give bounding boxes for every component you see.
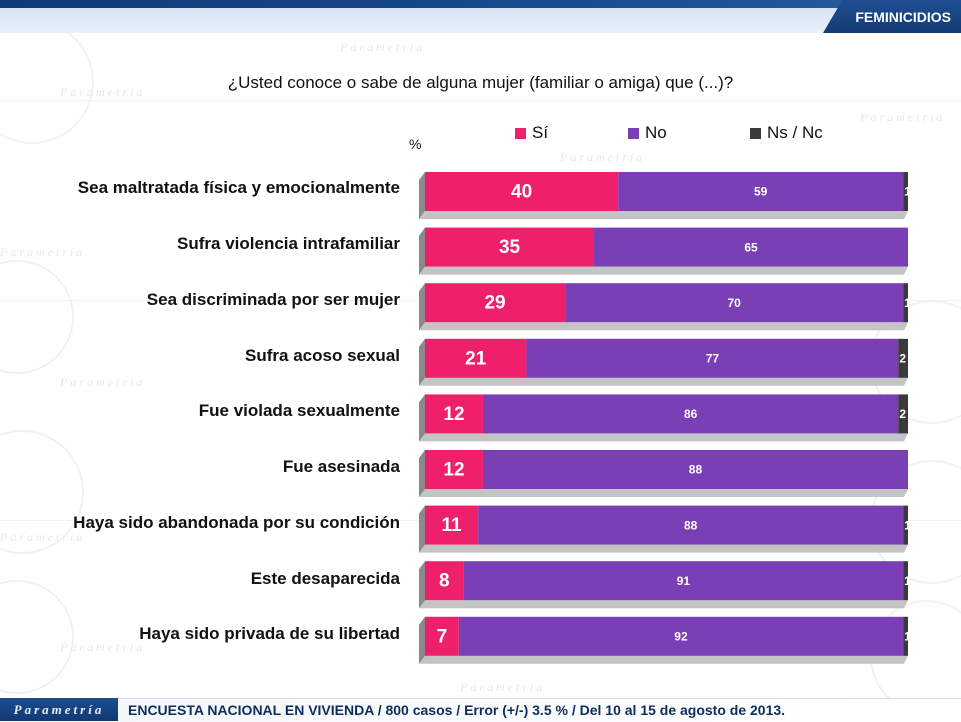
data-label: 1 bbox=[904, 629, 911, 643]
bar-segment-nsnc bbox=[903, 616, 908, 656]
section-title-tab: FEMINICIDIOS bbox=[823, 0, 961, 33]
category-label: Fue violada sexualmente bbox=[198, 401, 400, 420]
bar-segment-no bbox=[478, 505, 904, 545]
section-title: FEMINICIDIOS bbox=[855, 8, 951, 25]
bar-segment-si bbox=[425, 450, 483, 489]
legend-item-no: No bbox=[628, 123, 667, 143]
bar-shadow bbox=[419, 544, 908, 553]
bar-segment-nsnc bbox=[903, 172, 908, 211]
category-label: Fue asesinada bbox=[282, 457, 400, 476]
legend-swatch-si bbox=[515, 127, 526, 139]
bar-segment-nsnc bbox=[903, 505, 908, 545]
data-label: 12 bbox=[443, 404, 464, 425]
bar-shadow bbox=[419, 489, 908, 497]
data-label: 7 bbox=[437, 626, 448, 647]
footer-logo: Parametría bbox=[0, 698, 118, 721]
legend-item-si: Sí bbox=[515, 123, 548, 143]
bar-side bbox=[419, 561, 425, 609]
bar-segment-no bbox=[618, 172, 904, 211]
bar-segment-no bbox=[482, 450, 908, 489]
bar-segment-si bbox=[425, 338, 527, 378]
bar-shadow bbox=[419, 322, 908, 331]
legend-item-nsnc: Ns / Nc bbox=[750, 123, 823, 143]
data-label: 1 bbox=[904, 574, 911, 588]
chart-title: ¿Usted conoce o sabe de alguna mujer (fa… bbox=[227, 73, 734, 92]
data-label: 88 bbox=[689, 463, 703, 477]
footer-bar bbox=[0, 698, 961, 722]
bar-shadow bbox=[419, 211, 908, 219]
legend-label-nsnc: Ns / Nc bbox=[767, 123, 823, 142]
bar-segment-no bbox=[458, 616, 904, 656]
bar-segment-no bbox=[594, 227, 908, 267]
data-label: 2 bbox=[899, 407, 906, 421]
data-label: 11 bbox=[442, 515, 463, 536]
data-label: 92 bbox=[674, 629, 688, 643]
data-label: 12 bbox=[443, 460, 464, 481]
bar-segment-no bbox=[482, 394, 899, 434]
bar-segment-no bbox=[565, 283, 904, 323]
category-label: Sufra acoso sexual bbox=[245, 346, 400, 365]
chart-question: ¿Usted conoce o sabe de alguna mujer (fa… bbox=[0, 73, 961, 93]
data-label: 2 bbox=[899, 351, 906, 365]
data-label: 40 bbox=[511, 182, 532, 203]
bar-segment-si bbox=[425, 172, 619, 211]
data-label: 1 bbox=[904, 518, 911, 532]
data-label: 86 bbox=[684, 407, 698, 421]
data-label: 91 bbox=[677, 574, 691, 588]
bar-side bbox=[419, 338, 425, 386]
category-label: Este desaparecida bbox=[250, 569, 400, 588]
data-label: 35 bbox=[499, 237, 521, 258]
data-label: 70 bbox=[727, 296, 741, 310]
unit-label: % bbox=[409, 136, 422, 152]
bar-shadow bbox=[419, 655, 908, 664]
bar-segment-nsnc bbox=[903, 283, 908, 323]
data-label: 29 bbox=[484, 293, 505, 314]
category-label: Sufra violencia intrafamiliar bbox=[177, 234, 400, 253]
legend-label-si: Sí bbox=[532, 123, 549, 142]
bar-side bbox=[419, 283, 425, 331]
footer-note: ENCUESTA NACIONAL EN VIVIENDA / 800 caso… bbox=[128, 702, 786, 718]
bar-side bbox=[419, 172, 425, 219]
category-label: Sea maltratada física y emocionalmente bbox=[77, 178, 400, 197]
bar-segment-no bbox=[463, 561, 904, 601]
bar-shadow bbox=[419, 600, 908, 609]
bar-shadow bbox=[419, 266, 908, 275]
data-label: 8 bbox=[439, 571, 450, 592]
legend-label-no: No bbox=[645, 123, 667, 142]
bar-side bbox=[419, 616, 425, 664]
bar-segment-nsnc bbox=[898, 394, 908, 434]
data-label: 1 bbox=[904, 185, 911, 199]
category-label: Haya sido abandonada por su condición bbox=[73, 513, 400, 532]
bar-side bbox=[419, 450, 425, 497]
category-label: Sea discriminada por ser mujer bbox=[146, 290, 400, 309]
data-label: 1 bbox=[904, 296, 911, 310]
bar-shadow bbox=[419, 433, 908, 442]
bar-side bbox=[419, 227, 425, 275]
bar-segment-si bbox=[425, 283, 566, 323]
data-label: 21 bbox=[465, 348, 487, 369]
bar-segment-si bbox=[425, 227, 595, 267]
bar-segment-nsnc bbox=[898, 338, 908, 378]
legend-swatch-no bbox=[628, 127, 639, 139]
bar-segment-si bbox=[425, 394, 483, 434]
bar-segment-si bbox=[425, 505, 479, 545]
data-label: 65 bbox=[744, 240, 758, 254]
bar-side bbox=[419, 505, 425, 553]
bar-side bbox=[419, 394, 425, 442]
legend-swatch-nsnc bbox=[750, 127, 761, 139]
data-label: 59 bbox=[754, 185, 768, 199]
data-label: 88 bbox=[684, 518, 698, 532]
bar-segment-si bbox=[425, 561, 464, 601]
bar-segment-si bbox=[425, 616, 459, 656]
header-bar bbox=[0, 0, 961, 8]
bar-shadow bbox=[419, 377, 908, 386]
data-label: 77 bbox=[706, 351, 720, 365]
category-label: Haya sido privada de su libertad bbox=[139, 624, 400, 643]
bar-segment-nsnc bbox=[903, 561, 908, 601]
bar-segment-no bbox=[526, 338, 899, 378]
